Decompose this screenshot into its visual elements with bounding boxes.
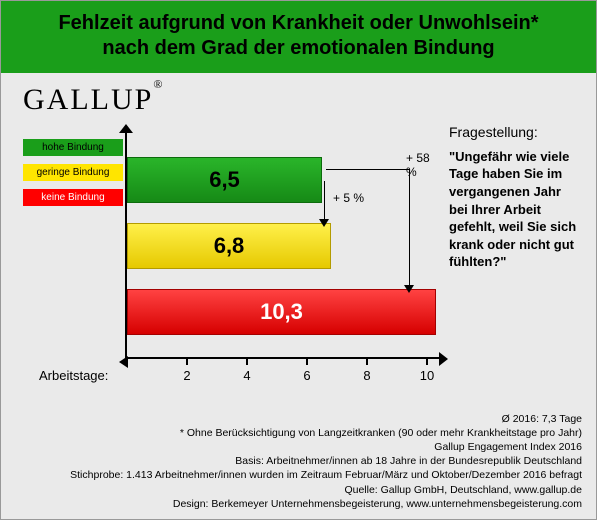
footnotes: Ø 2016: 7,3 Tage* Ohne Berücksichtigung …: [17, 412, 582, 511]
question-label: Fragestellung:: [449, 123, 578, 142]
x-tick-label: 2: [183, 368, 190, 383]
x-tick: [426, 358, 428, 365]
footnote-line: Basis: Arbeitnehmer/innen ab 18 Jahre in…: [17, 454, 582, 468]
x-tick: [366, 358, 368, 365]
question-text: "Ungefähr wie viele Tage haben Sie im ve…: [449, 148, 578, 271]
chart-column: hohe Bindung geringe Bindung keine Bindung…: [23, 123, 443, 379]
annotation-plus5: + 5 %: [333, 191, 364, 205]
title-line1: Fehlzeit aufgrund von Krankheit oder Unw…: [9, 11, 588, 36]
footnote-line: Ø 2016: 7,3 Tage: [17, 412, 582, 426]
bar-keine: 10,3: [127, 289, 436, 335]
legend-item: keine Bindung: [23, 189, 123, 206]
legend-item: hohe Bindung: [23, 139, 123, 156]
logo-text: GALLUP: [23, 83, 153, 116]
container: Fehlzeit aufgrund von Krankheit oder Unw…: [0, 0, 597, 520]
gallup-logo: GALLUP®: [1, 75, 596, 123]
legend-item: geringe Bindung: [23, 164, 123, 181]
x-axis: [125, 357, 443, 359]
title-banner: Fehlzeit aufgrund von Krankheit oder Unw…: [1, 1, 596, 75]
x-tick-label: 4: [243, 368, 250, 383]
x-tick-label: 6: [303, 368, 310, 383]
legend: hohe Bindung geringe Bindung keine Bindung: [23, 139, 123, 214]
chart-area: hohe Bindung geringe Bindung keine Bindung…: [23, 129, 443, 379]
axis-origin-arrow-icon: [119, 356, 128, 368]
footnote-line: Stichprobe: 1.413 Arbeitnehmer/innen wur…: [17, 468, 582, 482]
y-axis-arrow-icon: [119, 124, 133, 133]
bar-geringe: 6,8: [127, 223, 331, 269]
footnote-line: Quelle: Gallup GmbH, Deutschland, www.ga…: [17, 483, 582, 497]
footnote-line: Design: Berkemeyer Unternehmensbegeister…: [17, 497, 582, 511]
x-tick: [186, 358, 188, 365]
title-line2: nach dem Grad der emotionalen Bindung: [9, 36, 588, 61]
annotation-plus58: + 58 %: [406, 151, 443, 179]
x-tick: [306, 358, 308, 365]
x-tick-label: 10: [420, 368, 434, 383]
logo-reg: ®: [153, 77, 164, 91]
x-tick: [246, 358, 248, 365]
x-axis-arrow-icon: [439, 352, 448, 366]
footnote-line: * Ohne Berücksichtigung von Langzeitkran…: [17, 426, 582, 440]
footnote-line: Gallup Engagement Index 2016: [17, 440, 582, 454]
x-axis-title: Arbeitstage:: [39, 368, 108, 383]
question-column: Fragestellung: "Ungefähr wie viele Tage …: [443, 123, 578, 379]
x-tick-label: 8: [363, 368, 370, 383]
bar-hohe: 6,5: [127, 157, 322, 203]
